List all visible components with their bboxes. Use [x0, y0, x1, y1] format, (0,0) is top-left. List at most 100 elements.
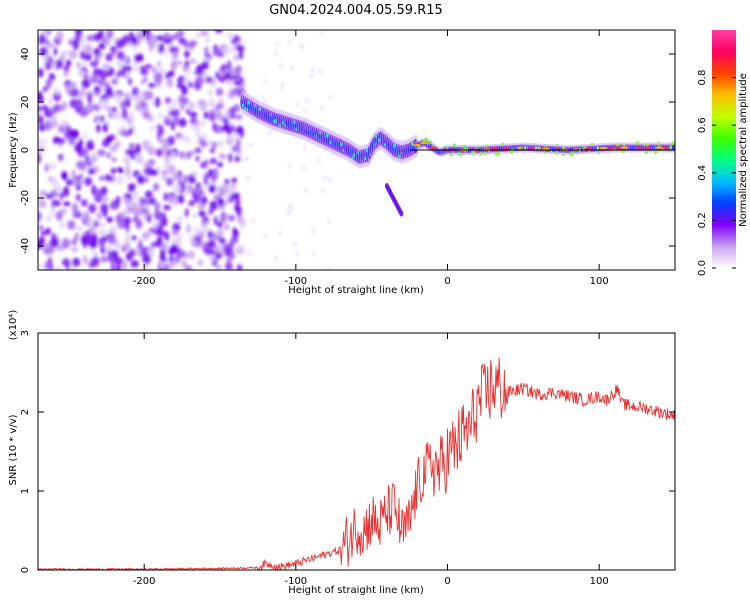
- noise-blob: [72, 39, 79, 50]
- noise-blob: [100, 203, 109, 214]
- noise-blob: [148, 82, 156, 88]
- noise-blob: [86, 34, 95, 42]
- noise-blob: [85, 103, 92, 111]
- noise-blob: [221, 64, 227, 70]
- noise-blob: [116, 59, 123, 69]
- noise-blob: [65, 84, 70, 94]
- noise-blob: [160, 260, 165, 270]
- noise-blob: [110, 167, 117, 175]
- noise-blob: [205, 35, 210, 44]
- noise-blob: [222, 45, 231, 55]
- noise-blob: [44, 261, 50, 270]
- noise-blob: [171, 98, 176, 109]
- noise-blob: [232, 227, 237, 234]
- noise-blob: [312, 252, 316, 257]
- noise-blob: [96, 212, 103, 220]
- noise-blob: [158, 35, 165, 42]
- ridge-max: [661, 146, 670, 149]
- noise-blob: [148, 44, 154, 52]
- noise-blob: [144, 91, 152, 100]
- noise-blob: [142, 253, 152, 265]
- noise-blob: [123, 208, 130, 215]
- noise-blob: [82, 254, 87, 265]
- noise-blob: [38, 110, 42, 118]
- spectrogram-y-ticks: -40 -20 0 20 40: [20, 48, 675, 254]
- noise-blob: [209, 109, 215, 120]
- noise-blob: [197, 63, 203, 72]
- snr-x-tick-label: 100: [590, 576, 609, 587]
- noise-blob: [173, 222, 181, 231]
- noise-blob: [302, 146, 306, 151]
- noise-blob: [215, 87, 224, 97]
- noise-blob: [217, 161, 223, 168]
- noise-blob: [261, 94, 265, 99]
- noise-blob: [82, 132, 88, 139]
- noise-blob: [143, 76, 148, 83]
- noise-blob: [62, 124, 67, 134]
- noise-blob: [176, 233, 182, 244]
- noise-blob: [114, 140, 121, 148]
- noise-blob: [122, 155, 131, 165]
- noise-blob: [42, 244, 51, 250]
- spectrogram-x-tick-label: 100: [590, 276, 609, 287]
- noise-blob: [80, 49, 85, 60]
- noise-blob: [116, 50, 122, 61]
- noise-blob: [213, 215, 218, 226]
- noise-blob: [200, 117, 206, 129]
- noise-blob: [98, 228, 108, 236]
- noise-blob: [157, 60, 162, 67]
- noise-blob: [106, 216, 114, 223]
- noise-blob: [188, 173, 196, 184]
- ridge-max: [516, 146, 524, 149]
- noise-blob: [38, 68, 44, 78]
- noise-blob: [137, 175, 145, 185]
- noise-blob: [146, 212, 152, 224]
- colorbar-tick-label: 0.0: [697, 260, 708, 276]
- noise-blob: [197, 99, 206, 106]
- noise-blob: [96, 123, 101, 133]
- noise-blob: [100, 115, 105, 123]
- noise-blob: [228, 152, 233, 163]
- noise-blob: [131, 36, 138, 43]
- snr-x-tick-label: 0: [444, 576, 450, 587]
- ridge-max: [503, 147, 509, 150]
- noise-blob: [234, 155, 241, 163]
- noise-blob: [69, 82, 76, 91]
- noise-blob: [194, 226, 200, 237]
- noise-blob: [91, 184, 97, 196]
- ridge-max: [528, 146, 535, 150]
- snr-y-tick-label: 1: [20, 488, 31, 494]
- noise-blob: [206, 139, 214, 147]
- spectrogram-image: [38, 30, 675, 270]
- colorbar-tick-label: 0.8: [697, 70, 708, 86]
- noise-blob: [320, 106, 324, 111]
- noise-blob: [203, 111, 209, 120]
- spectrogram-x-tick-label: -100: [284, 276, 307, 287]
- noise-blob: [217, 97, 223, 105]
- noise-blob: [230, 67, 238, 77]
- snr-background: [38, 333, 675, 570]
- noise-blob: [140, 68, 149, 76]
- ridge-max: [635, 146, 644, 149]
- noise-blob: [74, 142, 82, 153]
- noise-blob: [236, 65, 242, 75]
- noise-blob: [88, 217, 96, 228]
- noise-blob: [212, 106, 219, 116]
- noise-blob: [311, 68, 315, 73]
- noise-blob: [75, 61, 82, 68]
- noise-blob: [217, 229, 224, 239]
- noise-blob: [214, 30, 223, 34]
- noise-blob: [286, 211, 290, 216]
- noise-blob: [242, 157, 246, 162]
- noise-blob: [65, 178, 75, 186]
- ridge-max: [607, 146, 614, 149]
- noise-blob: [63, 64, 70, 73]
- noise-blob: [280, 82, 284, 87]
- noise-blob: [115, 71, 121, 78]
- noise-blob: [235, 114, 243, 121]
- noise-blob: [214, 264, 222, 270]
- noise-blob: [89, 61, 97, 67]
- noise-blob: [170, 243, 179, 253]
- noise-blob: [97, 221, 105, 229]
